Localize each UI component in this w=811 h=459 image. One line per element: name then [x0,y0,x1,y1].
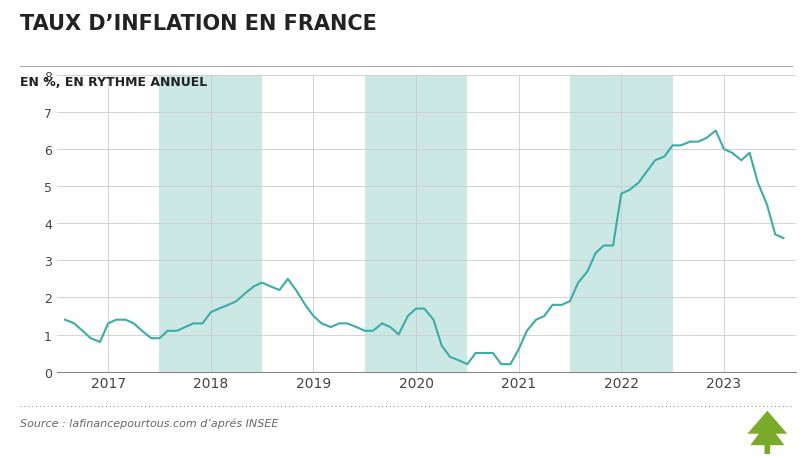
Text: EN %, EN RYTHME ANNUEL: EN %, EN RYTHME ANNUEL [20,76,208,89]
Bar [364,76,467,372]
Bar [569,76,672,372]
Polygon shape [747,411,787,454]
Text: TAUX D’INFLATION EN FRANCE: TAUX D’INFLATION EN FRANCE [20,14,377,34]
Bar [159,76,262,372]
Text: Source : lafinancepourtous.com d’aprés INSEE: Source : lafinancepourtous.com d’aprés I… [20,418,278,428]
